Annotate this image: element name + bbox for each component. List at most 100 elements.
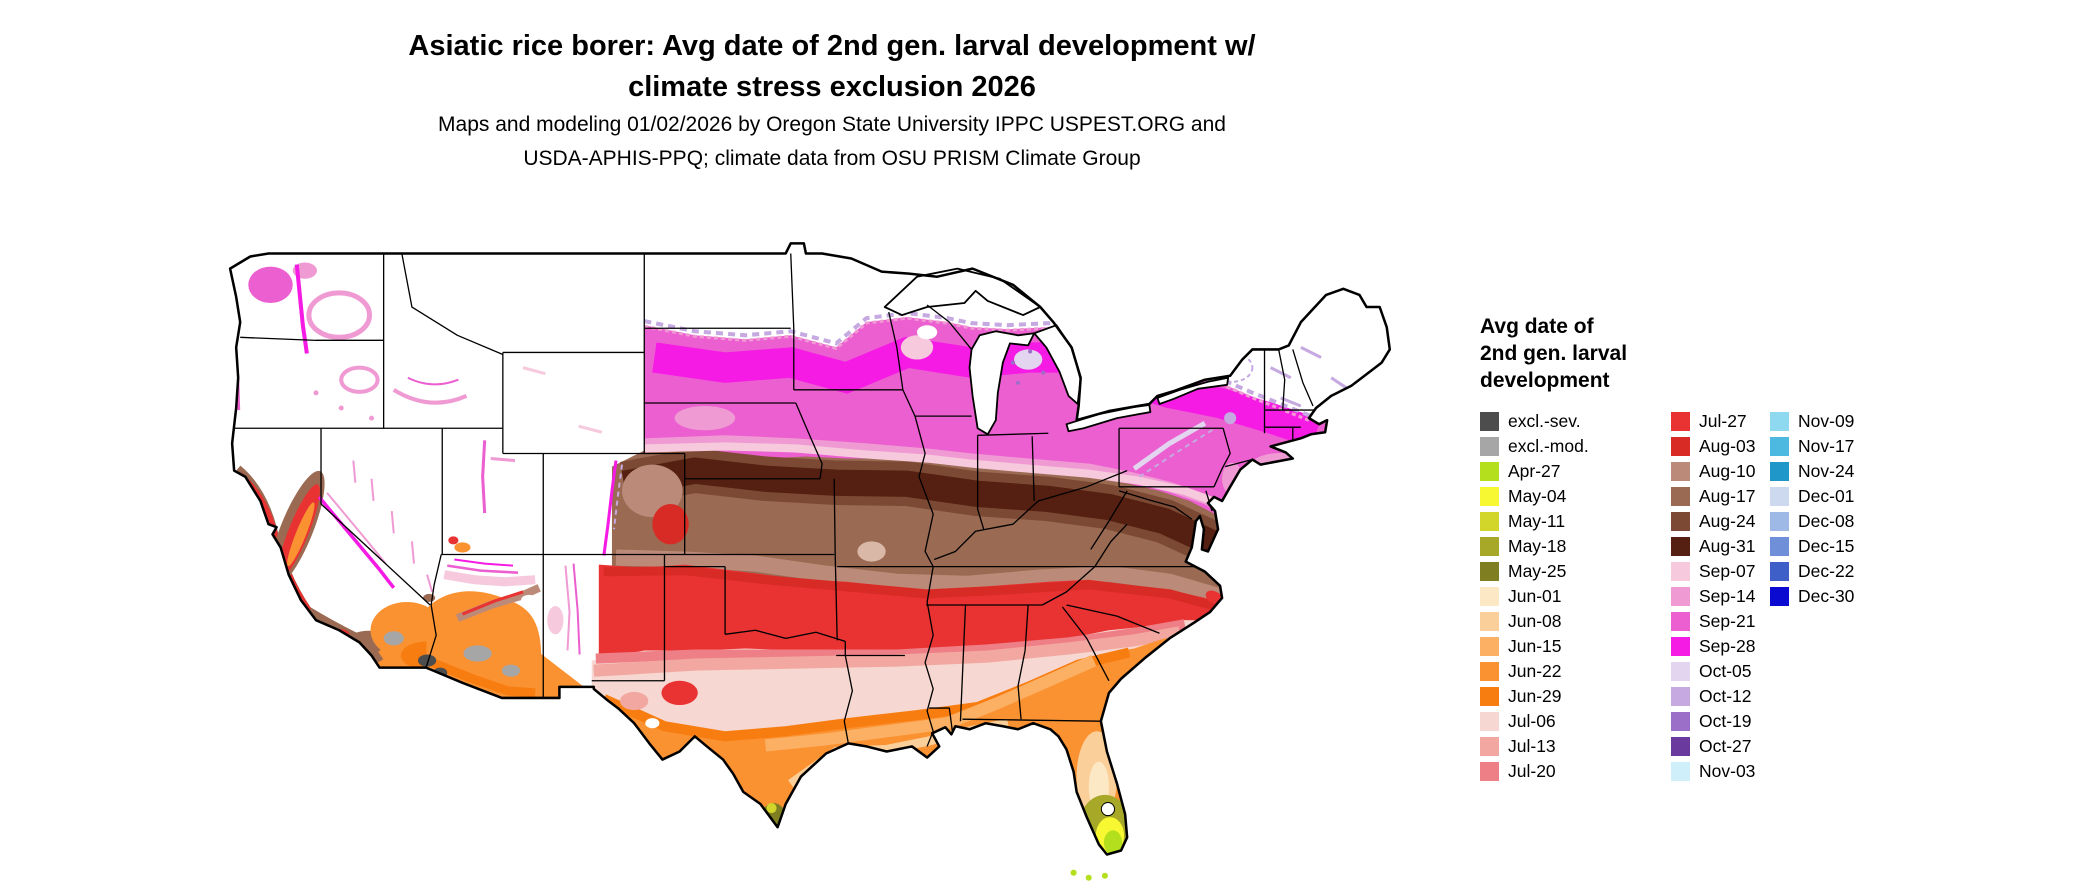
legend-label: Jul-27 <box>1699 410 1747 431</box>
legend-column: Nov-09 Nov-17 Nov-24 Dec-01 Dec-08 Dec-15 Dec-… <box>1770 409 1890 784</box>
legend-title-line2: 2nd gen. larval <box>1480 341 1628 365</box>
legend-swatch <box>1480 736 1499 756</box>
legend-swatch <box>1671 686 1690 706</box>
legend-label: Oct-27 <box>1699 735 1752 756</box>
legend-swatch <box>1671 486 1690 506</box>
legend-swatch <box>1480 536 1499 556</box>
legend-label: Sep-28 <box>1699 635 1756 656</box>
legend-item: excl.-sev. <box>1480 409 1671 434</box>
legend-item: Sep-14 <box>1671 584 1770 609</box>
legend-label: Aug-24 <box>1699 510 1756 531</box>
legend-swatch <box>1480 586 1499 606</box>
legend-swatch <box>1480 436 1499 456</box>
header: Asiatic rice borer: Avg date of 2nd gen.… <box>0 26 1664 176</box>
legend-item: Jun-22 <box>1480 659 1671 684</box>
legend-item: Dec-08 <box>1770 509 1890 534</box>
legend-label: Apr-27 <box>1508 460 1561 481</box>
legend-label: Oct-05 <box>1699 660 1752 681</box>
legend-swatch <box>1480 611 1499 631</box>
legend-swatch <box>1671 636 1690 656</box>
ozark-light-patch <box>857 541 886 562</box>
legend-item: May-25 <box>1480 559 1671 584</box>
legend-swatch <box>1770 511 1789 531</box>
legend-item: Aug-31 <box>1671 534 1770 559</box>
legend-item: Sep-07 <box>1671 559 1770 584</box>
legend-swatch <box>1671 536 1690 556</box>
legend-label: Nov-24 <box>1798 460 1855 481</box>
legend-item: Oct-05 <box>1671 659 1770 684</box>
legend-item: May-18 <box>1480 534 1671 559</box>
legend-item: Nov-17 <box>1770 434 1890 459</box>
legend-label: Jun-08 <box>1508 610 1562 631</box>
legend-item: Oct-19 <box>1671 709 1770 734</box>
legend-label: Jun-01 <box>1508 585 1562 606</box>
legend-item: Oct-27 <box>1671 734 1770 759</box>
legend-label: Nov-03 <box>1699 760 1756 781</box>
legend-swatch <box>1480 561 1499 581</box>
legend-label: May-25 <box>1508 560 1567 581</box>
legend-swatch <box>1770 461 1789 481</box>
legend-swatch <box>1671 511 1690 531</box>
legend-swatch <box>1480 661 1499 681</box>
legend-label: excl.-mod. <box>1508 435 1589 456</box>
legend-label: Jul-20 <box>1508 760 1556 781</box>
legend-label: Dec-15 <box>1798 535 1855 556</box>
legend-label: Jun-29 <box>1508 685 1562 706</box>
legend-item: Jul-06 <box>1480 709 1671 734</box>
legend-label: Aug-10 <box>1699 460 1756 481</box>
band-jun15-strip <box>764 655 1097 752</box>
legend-item: Oct-12 <box>1671 684 1770 709</box>
legend-label: Dec-08 <box>1798 510 1855 531</box>
legend-swatch <box>1770 436 1789 456</box>
legend-label: May-04 <box>1508 485 1567 506</box>
legend-label: Jul-06 <box>1508 710 1556 731</box>
legend-item: Sep-21 <box>1671 609 1770 634</box>
legend-label: Dec-30 <box>1798 585 1855 606</box>
legend-item: Dec-01 <box>1770 484 1890 509</box>
legend-item: Sep-28 <box>1671 634 1770 659</box>
legend-swatch <box>1480 511 1499 531</box>
legend-item: Jun-08 <box>1480 609 1671 634</box>
lake-michigan <box>968 330 1036 436</box>
legend-item: Jul-27 <box>1671 409 1770 434</box>
band-jul13-strip <box>593 626 1181 677</box>
legend-title: Avg date of 2nd gen. larval development <box>1480 314 2040 395</box>
legend-item: Apr-27 <box>1480 459 1671 484</box>
legend-swatch <box>1671 411 1690 431</box>
legend-swatch <box>1671 586 1690 606</box>
legend: Avg date of 2nd gen. larval development … <box>1480 314 2040 784</box>
legend-label: May-11 <box>1508 510 1566 531</box>
legend-swatch <box>1480 486 1499 506</box>
legend-label: Nov-09 <box>1798 410 1855 431</box>
lake-ontario <box>1156 376 1230 405</box>
legend-columns: excl.-sev. excl.-mod. Apr-27 May-04 May-11 Ma… <box>1480 409 2040 784</box>
legend-label: Jul-13 <box>1508 735 1556 756</box>
legend-swatch <box>1770 586 1789 606</box>
map-subtitle-line2: USDA-APHIS-PPQ; climate data from OSU PR… <box>523 146 1141 170</box>
legend-item: Dec-22 <box>1770 559 1890 584</box>
legend-label: Sep-21 <box>1699 610 1756 631</box>
legend-swatch <box>1671 611 1690 631</box>
legend-label: Aug-31 <box>1699 535 1756 556</box>
us-map <box>220 225 1412 884</box>
legend-label: Aug-03 <box>1699 435 1756 456</box>
legend-swatch <box>1671 436 1690 456</box>
legend-swatch <box>1770 561 1789 581</box>
legend-item: excl.-mod. <box>1480 434 1671 459</box>
legend-swatch <box>1671 561 1690 581</box>
legend-swatch <box>1480 686 1499 706</box>
legend-label: Jun-22 <box>1508 660 1562 681</box>
legend-swatch <box>1480 411 1499 431</box>
legend-item: Aug-03 <box>1671 434 1770 459</box>
legend-swatch <box>1770 411 1789 431</box>
legend-label: Oct-19 <box>1699 710 1752 731</box>
band-jul20-strip <box>595 619 1186 664</box>
legend-item: Dec-15 <box>1770 534 1890 559</box>
legend-label: Jun-15 <box>1508 635 1562 656</box>
map-title-line2: climate stress exclusion 2026 <box>628 71 1036 104</box>
texas-tip-yellow <box>766 803 777 814</box>
legend-item: Nov-03 <box>1671 759 1770 784</box>
legend-item: Aug-24 <box>1671 509 1770 534</box>
north-detail <box>643 311 1348 606</box>
legend-title-line1: Avg date of <box>1480 315 1594 338</box>
